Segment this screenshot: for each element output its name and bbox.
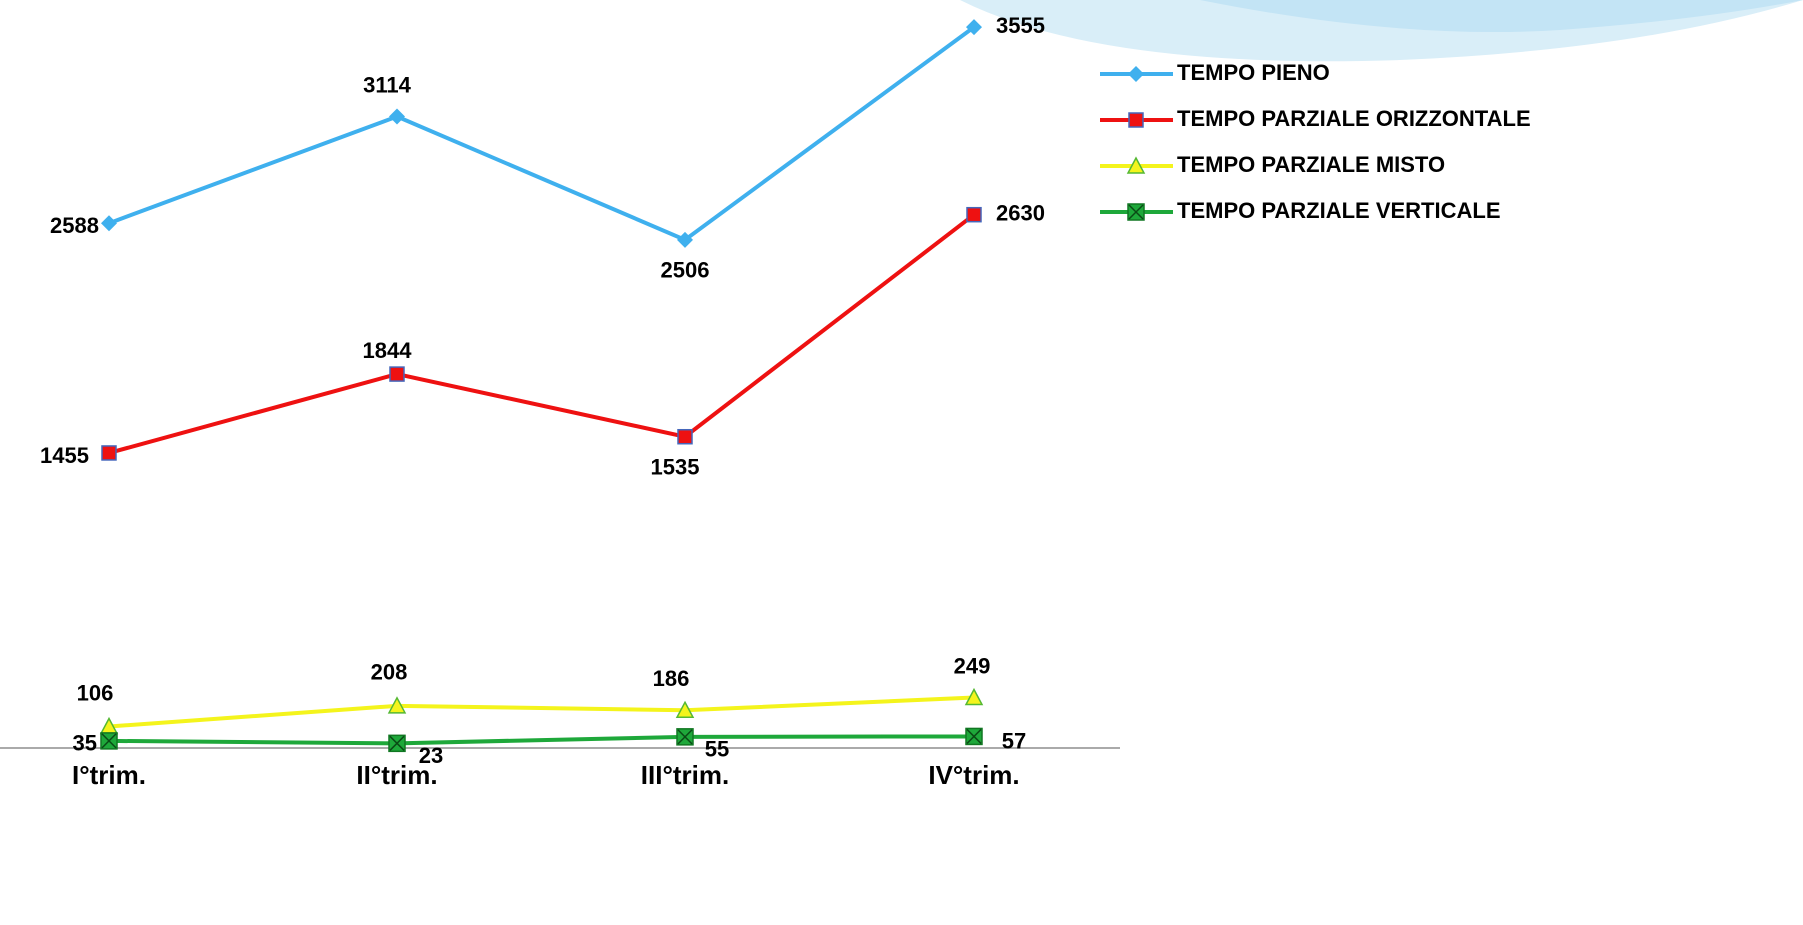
marker-cross <box>389 735 405 751</box>
series-line <box>108 25 976 243</box>
legend-label: TEMPO PIENO <box>1177 60 1330 85</box>
series-line <box>108 213 976 455</box>
marker <box>1127 203 1145 221</box>
data-label: 1844 <box>363 338 413 363</box>
marker-cross <box>101 733 117 749</box>
data-label: 249 <box>954 653 991 678</box>
data-label: 1455 <box>40 443 89 468</box>
marker <box>964 687 984 706</box>
legend-label: TEMPO PARZIALE ORIZZONTALE <box>1177 106 1531 131</box>
data-label: 55 <box>705 737 729 762</box>
marker <box>966 19 982 36</box>
data-label: 208 <box>371 660 408 685</box>
marker <box>1126 156 1146 174</box>
marker <box>966 206 982 223</box>
data-label: 2588 <box>50 213 99 238</box>
x-tick-label: III°trim. <box>641 760 729 790</box>
x-tick-label: II°trim. <box>356 760 437 790</box>
data-label: 2506 <box>661 258 710 283</box>
marker <box>389 366 405 382</box>
marker <box>101 215 117 232</box>
data-label: 186 <box>653 666 690 691</box>
marker <box>387 696 407 714</box>
legend-label: TEMPO PARZIALE VERTICALE <box>1177 198 1501 223</box>
marker <box>677 231 693 248</box>
data-label: 57 <box>1002 728 1026 753</box>
data-label: 23 <box>419 743 443 768</box>
x-tick-label: IV°trim. <box>928 760 1019 790</box>
marker <box>677 428 693 445</box>
series-line <box>108 695 975 729</box>
marker-cross <box>677 729 693 745</box>
x-tick-label: I°trim. <box>72 760 146 790</box>
marker <box>1128 66 1144 82</box>
data-label: 106 <box>77 680 114 705</box>
data-label: 1535 <box>651 455 700 480</box>
data-label: 35 <box>73 731 97 756</box>
marker <box>676 728 694 746</box>
data-label: 2630 <box>996 201 1045 226</box>
marker <box>100 732 118 750</box>
data-label: 3555 <box>996 13 1045 38</box>
marker <box>1128 112 1144 128</box>
marker <box>965 727 983 746</box>
legend-label: TEMPO PARZIALE MISTO <box>1177 152 1445 177</box>
decoration <box>1200 0 1803 32</box>
series-line <box>108 734 975 746</box>
marker-cross <box>966 728 982 744</box>
marker <box>389 108 405 125</box>
marker <box>675 700 695 719</box>
marker <box>388 734 406 753</box>
marker-cross <box>1128 204 1144 220</box>
data-label: 3114 <box>363 72 411 97</box>
marker <box>101 445 117 461</box>
